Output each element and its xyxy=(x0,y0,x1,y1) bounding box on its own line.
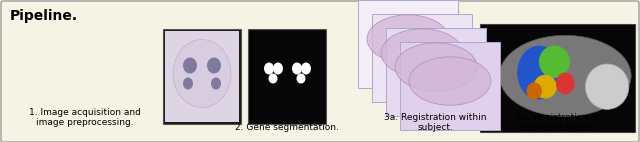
Ellipse shape xyxy=(207,58,221,74)
Ellipse shape xyxy=(183,58,197,74)
Ellipse shape xyxy=(527,82,542,100)
Ellipse shape xyxy=(381,29,463,77)
Text: 2. Gene segmentation.: 2. Gene segmentation. xyxy=(235,123,339,132)
Bar xyxy=(372,14,472,102)
Bar xyxy=(400,42,500,130)
Ellipse shape xyxy=(273,62,283,75)
Ellipse shape xyxy=(211,78,221,89)
Ellipse shape xyxy=(586,64,629,109)
Text: Pipeline.: Pipeline. xyxy=(10,9,78,23)
Ellipse shape xyxy=(296,74,305,83)
Bar xyxy=(386,28,486,116)
Ellipse shape xyxy=(517,46,561,100)
Ellipse shape xyxy=(409,57,491,105)
Ellipse shape xyxy=(499,35,631,116)
Text: 3b. Registration to
standard space.: 3b. Registration to standard space. xyxy=(516,113,600,132)
Text: 3a. Registration within
subject.: 3a. Registration within subject. xyxy=(384,113,486,132)
Ellipse shape xyxy=(269,74,278,83)
Ellipse shape xyxy=(367,15,449,63)
Ellipse shape xyxy=(264,62,274,75)
Ellipse shape xyxy=(301,62,311,75)
Ellipse shape xyxy=(534,75,557,99)
Ellipse shape xyxy=(173,39,231,107)
Ellipse shape xyxy=(292,62,302,75)
Ellipse shape xyxy=(183,78,193,89)
Ellipse shape xyxy=(556,73,575,94)
Ellipse shape xyxy=(395,43,477,91)
Ellipse shape xyxy=(539,46,570,78)
Bar xyxy=(480,24,635,132)
Bar xyxy=(358,0,458,88)
Bar xyxy=(163,29,241,124)
Bar xyxy=(165,31,239,122)
Bar xyxy=(248,29,326,124)
Text: 1. Image acquisition and
image preprocessing.: 1. Image acquisition and image preproces… xyxy=(29,108,141,127)
